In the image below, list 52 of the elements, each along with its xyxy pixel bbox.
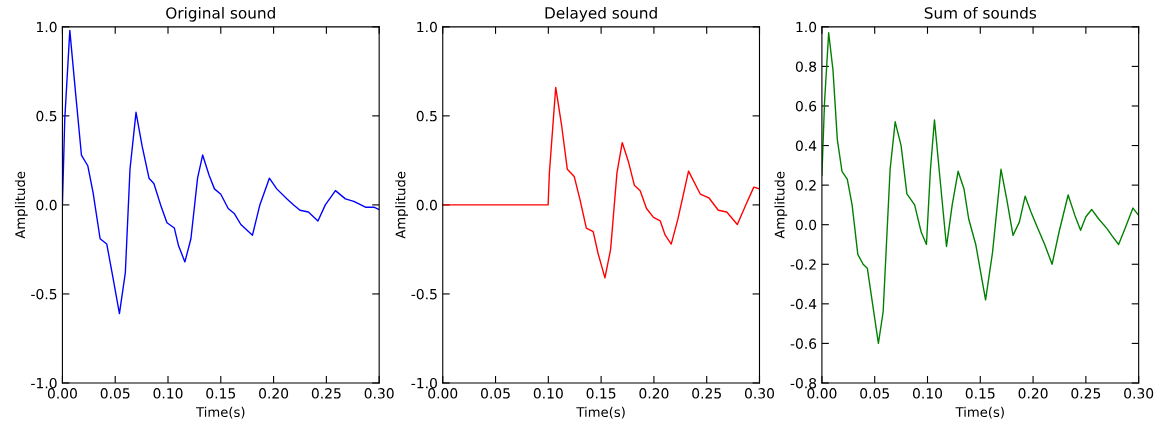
y-tick-label: 0.0 — [416, 199, 437, 211]
x-tick-label: 0.10 — [533, 388, 563, 399]
x-tick-label: 0.00 — [807, 388, 837, 399]
y-tick-label: -0.5 — [411, 288, 437, 300]
y-tick-label: -1.0 — [31, 377, 57, 389]
x-tick-label: 0.30 — [364, 388, 394, 399]
x-tick-label: 0.10 — [912, 388, 943, 399]
line-series — [442, 86, 760, 279]
y-tick-label: 0.6 — [795, 100, 817, 112]
x-tick-label: 0.20 — [1018, 388, 1048, 399]
y-tick-label: 0.0 — [36, 199, 57, 211]
y-tick-label: 0.2 — [795, 180, 816, 191]
y-tick-label: 1.0 — [37, 21, 57, 33]
x-tick-label: 0.15 — [206, 388, 236, 399]
x-axis-title: Time(s) — [576, 406, 625, 419]
x-tick-label: 0.15 — [586, 388, 616, 399]
chart-title: Sum of sounds — [924, 6, 1037, 19]
x-tick-label: 0.00 — [428, 388, 458, 399]
line-series — [821, 32, 1139, 345]
y-tick-label: 0.0 — [795, 219, 817, 231]
x-tick-label: 0.00 — [47, 388, 77, 399]
y-tick-label: -0.5 — [31, 288, 57, 300]
y-tick-label: 1.0 — [417, 21, 437, 33]
y-tick-label: -0.4 — [790, 298, 817, 310]
chart-title: Delayed sound — [545, 6, 657, 22]
x-tick-label: 0.30 — [1124, 388, 1154, 399]
x-tick-label: 0.15 — [965, 388, 995, 399]
y-tick-label: 0.8 — [795, 61, 817, 72]
y-axis-title: Amplitude — [395, 171, 409, 239]
x-tick-label: 0.30 — [744, 388, 775, 399]
y-axis-title: Amplitude — [774, 171, 788, 239]
x-axis-title: Time(s) — [955, 406, 1004, 419]
y-tick-label: 0.4 — [795, 140, 817, 152]
x-tick-label: 0.25 — [311, 388, 341, 399]
x-tick-label: 0.25 — [692, 388, 721, 399]
y-tick-label: -0.8 — [790, 377, 817, 389]
x-axis-title: Time(s) — [196, 406, 245, 419]
x-tick-label: 0.20 — [639, 388, 669, 399]
y-tick-label: 0.5 — [416, 110, 437, 122]
x-tick-label: 0.20 — [259, 388, 289, 399]
y-tick-label: -0.2 — [790, 259, 816, 270]
x-tick-label: 0.25 — [1071, 388, 1101, 399]
x-tick-label: 0.05 — [860, 388, 889, 399]
y-tick-label: 0.5 — [36, 110, 57, 122]
chart-title: Original sound — [166, 6, 275, 22]
y-tick-label: -0.6 — [790, 338, 817, 349]
x-tick-label: 0.10 — [153, 388, 183, 399]
x-tick-label: 0.05 — [480, 388, 510, 399]
x-tick-label: 0.05 — [100, 388, 130, 399]
y-tick-label: -1.0 — [411, 377, 437, 389]
y-axis-title: Amplitude — [14, 171, 28, 239]
y-tick-label: 1.0 — [796, 21, 817, 33]
